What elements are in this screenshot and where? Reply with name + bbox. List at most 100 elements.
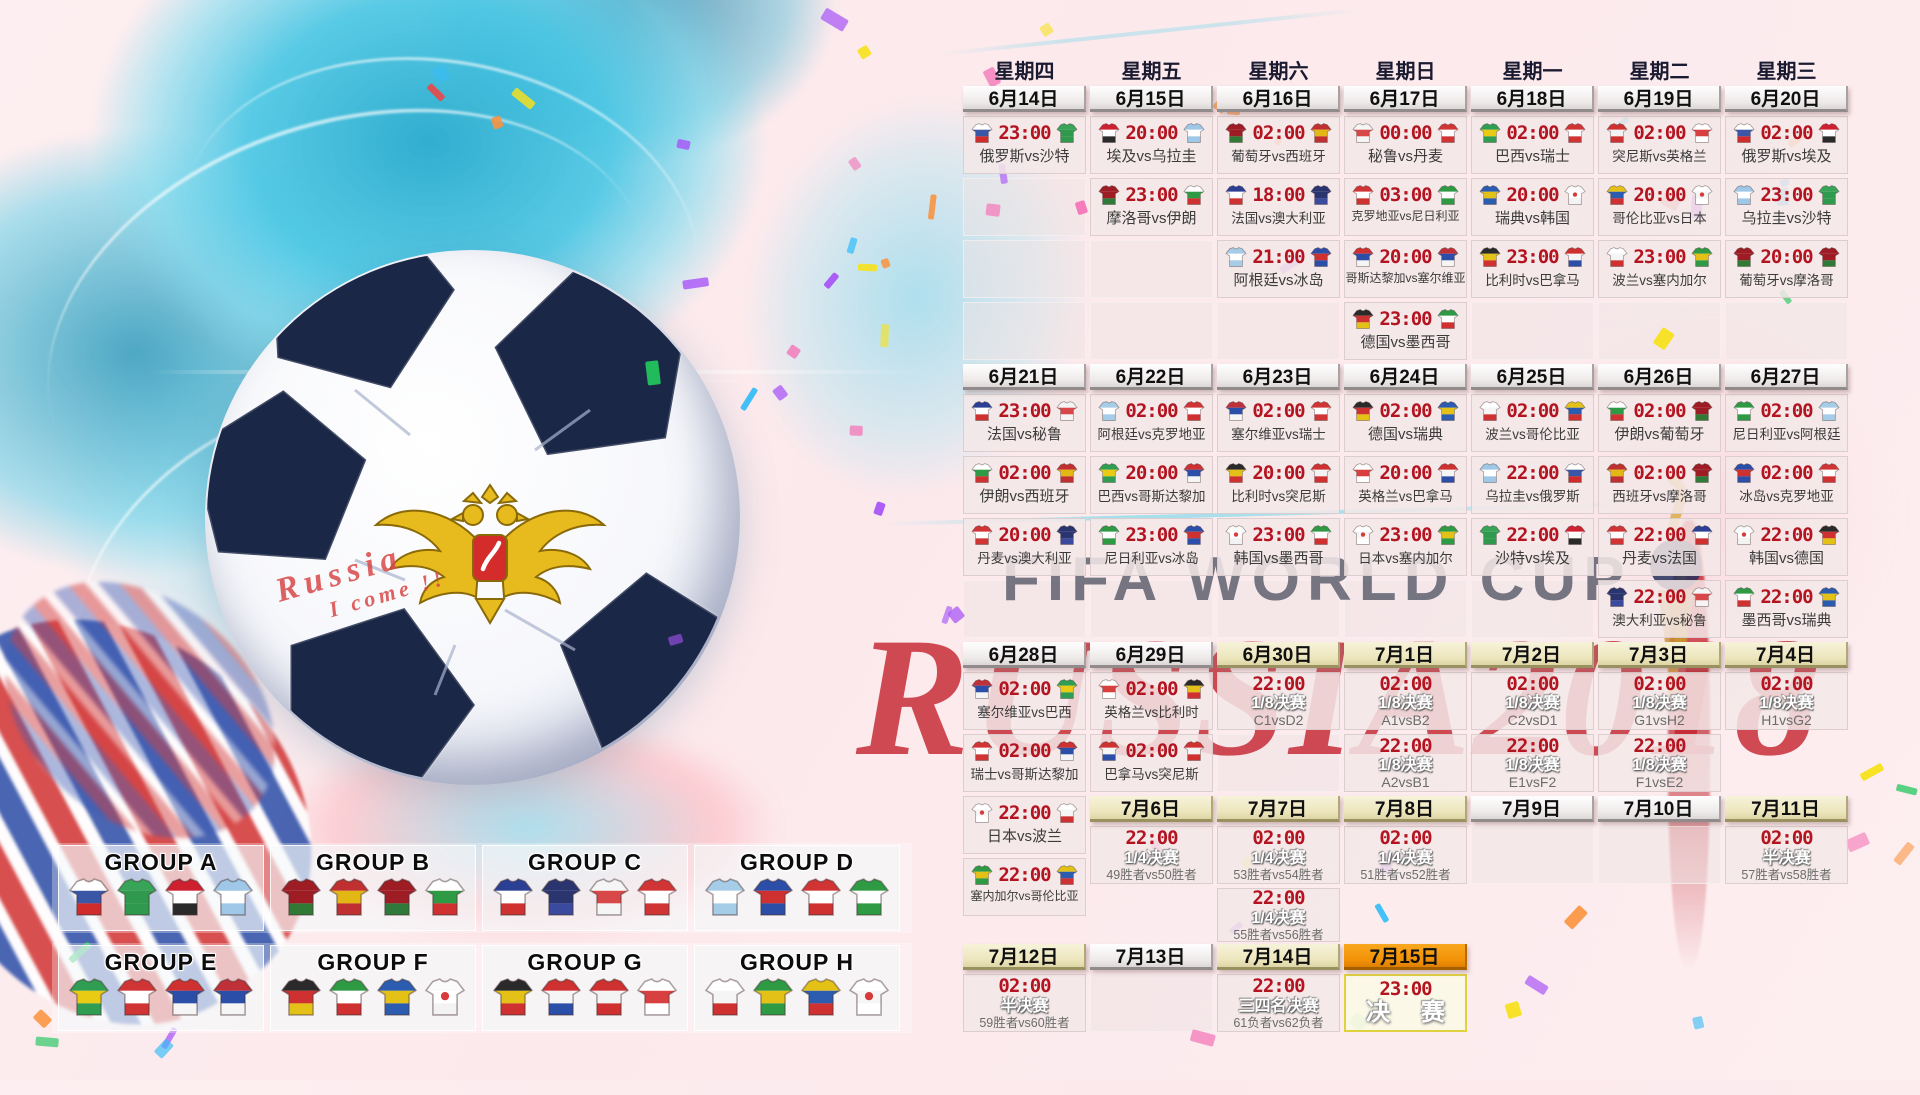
calendar-empty-slot <box>1598 826 1721 884</box>
date-button[interactable]: 7月12日 <box>963 944 1086 970</box>
date-button[interactable]: 6月15日 <box>1090 86 1213 112</box>
match-time: 20:00 <box>1760 246 1813 268</box>
knockout-cell: 02:00 1/8决赛 H1vsG2 <box>1725 672 1848 730</box>
france-jersey-icon <box>492 878 534 916</box>
match-time: 02:00 <box>998 740 1051 762</box>
date-button[interactable]: 6月19日 <box>1598 86 1721 112</box>
match-time-row: 23:00 <box>1599 246 1720 268</box>
knockout-cell: 22:00 1/4决赛 55胜者vs56胜者 <box>1217 888 1340 942</box>
date-button[interactable]: 6月24日 <box>1344 364 1467 390</box>
date-button[interactable]: 7月13日 <box>1090 944 1213 970</box>
knockout-stage: 1/4决赛 <box>1378 849 1433 867</box>
brazil-jersey-icon <box>1098 463 1120 483</box>
date-button[interactable]: 6月28日 <box>963 642 1086 668</box>
date-button[interactable]: 6月29日 <box>1090 642 1213 668</box>
match-teams: 克罗地亚vs尼日利亚 <box>1351 209 1460 223</box>
match-time: 20:00 <box>1252 462 1305 484</box>
date-button[interactable]: 6月17日 <box>1344 86 1467 112</box>
group-box-h: GROUP H <box>694 945 900 1031</box>
match-teams: 瑞士vs哥斯达黎加 <box>970 767 1079 782</box>
match-cell: 23:00 韩国vs墨西哥 <box>1217 518 1340 576</box>
date-button[interactable]: 6月18日 <box>1471 86 1594 112</box>
match-time: 23:00 <box>1760 184 1813 206</box>
serbia-jersey-icon <box>971 679 993 699</box>
match-time-row: 23:00 <box>1091 524 1212 546</box>
date-button[interactable]: 7月7日 <box>1217 796 1340 822</box>
date-button[interactable]: 7月6日 <box>1090 796 1213 822</box>
match-time-row: 21:00 <box>1218 246 1339 268</box>
group-label: GROUP A <box>104 849 218 875</box>
match-cell: 20:00 英格兰vs巴拿马 <box>1344 456 1467 514</box>
match-time-row: 02:00 <box>964 740 1085 762</box>
date-button[interactable]: 6月27日 <box>1725 364 1848 390</box>
date-button[interactable]: 6月16日 <box>1217 86 1340 112</box>
nigeria-jersey-icon <box>1436 185 1459 205</box>
date-button[interactable]: 7月4日 <box>1725 642 1848 668</box>
russia-jersey-icon <box>1563 463 1586 483</box>
calendar-empty-slot <box>1090 580 1213 638</box>
match-teams: 秘鲁vs丹麦 <box>1367 148 1443 165</box>
date-button[interactable]: 6月23日 <box>1217 364 1340 390</box>
date-button[interactable]: 6月22日 <box>1090 364 1213 390</box>
match-time: 22:00 <box>1506 734 1559 757</box>
match-cell: 02:00 葡萄牙vs西班牙 <box>1217 116 1340 174</box>
date-button[interactable]: 7月9日 <box>1471 796 1594 822</box>
match-time: 22:00 <box>1252 975 1305 998</box>
match-teams: 波兰vs哥伦比亚 <box>1485 427 1580 442</box>
date-button[interactable]: 7月15日 <box>1344 944 1467 970</box>
final-match-cell: 23:00 决 赛 <box>1344 974 1467 1032</box>
match-cell: 23:00 比利时vs巴拿马 <box>1471 240 1594 298</box>
confetti-piece <box>1892 840 1915 866</box>
date-button[interactable]: 7月3日 <box>1598 642 1721 668</box>
colombia-jersey-icon <box>1055 865 1078 885</box>
match-teams: 西班牙vs摩洛哥 <box>1612 489 1707 504</box>
mexico-jersey-icon <box>328 978 370 1016</box>
date-button[interactable]: 6月30日 <box>1217 642 1340 668</box>
match-time-row: 03:00 <box>1345 184 1466 206</box>
date-button[interactable]: 7月11日 <box>1725 796 1848 822</box>
peru-jersey-icon <box>1690 587 1713 607</box>
match-time-row: 20:00 <box>1726 246 1847 268</box>
date-button[interactable]: 6月14日 <box>963 86 1086 112</box>
knockout-stage: 1/4决赛 <box>1251 849 1306 867</box>
match-teams: 瑞典vs韩国 <box>1494 210 1570 227</box>
weekday-label: 星期二 <box>1629 60 1690 83</box>
serbia-jersey-icon <box>212 978 254 1016</box>
switzerland-jersey-icon <box>971 741 993 761</box>
knockout-stage: 半决赛 <box>1762 849 1811 867</box>
morocco-jersey-icon <box>1817 247 1840 267</box>
date-button[interactable]: 7月8日 <box>1344 796 1467 822</box>
soccer-ball: Russia I come !! <box>205 250 740 785</box>
match-time: 23:00 <box>1252 524 1305 546</box>
match-time-row: 20:00 <box>1472 184 1593 206</box>
match-cell: 02:00 阿根廷vs克罗地亚 <box>1090 394 1213 452</box>
group-jerseys <box>704 878 890 916</box>
spain-jersey-icon <box>328 878 370 916</box>
match-time: 02:00 <box>1760 400 1813 422</box>
date-button[interactable]: 6月26日 <box>1598 364 1721 390</box>
match-time: 02:00 <box>1633 672 1686 695</box>
tunisia-jersey-icon <box>1182 741 1205 761</box>
calendar-empty-slot <box>1471 826 1594 884</box>
date-button[interactable]: 7月10日 <box>1598 796 1721 822</box>
match-time: 23:00 <box>1125 524 1178 546</box>
brazil-jersey-icon <box>1479 123 1501 143</box>
group-jerseys <box>68 978 254 1016</box>
match-time-row: 02:00 <box>964 462 1085 484</box>
date-button[interactable]: 6月20日 <box>1725 86 1848 112</box>
date-button[interactable]: 7月14日 <box>1217 944 1340 970</box>
confetti-piece <box>1038 22 1054 38</box>
match-cell: 02:00 瑞士vs哥斯达黎加 <box>963 734 1086 792</box>
date-button[interactable]: 6月25日 <box>1471 364 1594 390</box>
uruguay-jersey-icon <box>1733 185 1755 205</box>
match-time: 23:00 <box>998 122 1051 144</box>
match-cell: 02:00 西班牙vs摩洛哥 <box>1598 456 1721 514</box>
costarica-jersey-icon <box>1182 463 1205 483</box>
date-button[interactable]: 7月2日 <box>1471 642 1594 668</box>
date-button[interactable]: 6月21日 <box>963 364 1086 390</box>
date-button[interactable]: 7月1日 <box>1344 642 1467 668</box>
match-time-row: 02:00 <box>1726 462 1847 484</box>
match-cell: 23:00 日本vs塞内加尔 <box>1344 518 1467 576</box>
nigeria-jersey-icon <box>1733 401 1755 421</box>
knockout-pairing: A1vsB2 <box>1381 711 1430 728</box>
